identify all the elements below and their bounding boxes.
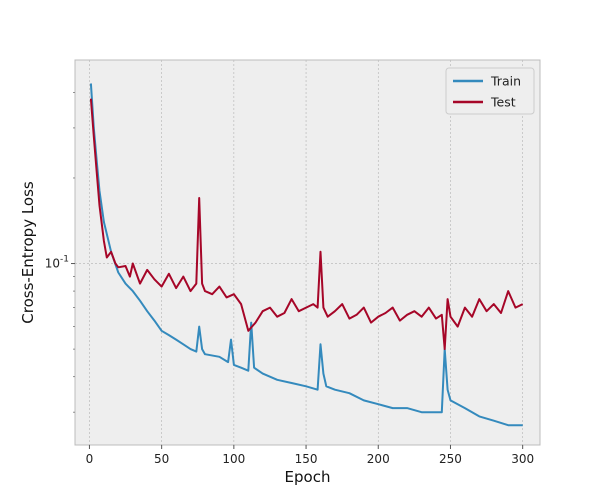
y-axis-title: Cross-Entropy Loss xyxy=(19,181,37,324)
x-axis-title: Epoch xyxy=(285,468,331,486)
x-tick-label: 250 xyxy=(439,452,462,466)
legend-label: Test xyxy=(490,95,516,110)
x-tick-label: 100 xyxy=(222,452,245,466)
series-lines xyxy=(89,83,524,427)
series-line-train xyxy=(89,83,523,427)
series-line-test xyxy=(89,98,524,351)
plot-background xyxy=(75,60,540,445)
legend: Train Test xyxy=(445,67,535,115)
x-tick-label: 300 xyxy=(511,452,534,466)
x-tick-label: 150 xyxy=(295,452,318,466)
axis-ticks: 0 50 100 150 200 250 300 10-1 xyxy=(45,91,534,466)
x-tick-label: 50 xyxy=(154,452,169,466)
grid-lines xyxy=(75,60,540,445)
plot-frame xyxy=(74,59,541,446)
x-tick-label: 200 xyxy=(367,452,390,466)
legend-label: Train xyxy=(490,74,521,89)
y-tick-label: 10-1 xyxy=(45,255,69,271)
x-tick-label: 0 xyxy=(86,452,94,466)
